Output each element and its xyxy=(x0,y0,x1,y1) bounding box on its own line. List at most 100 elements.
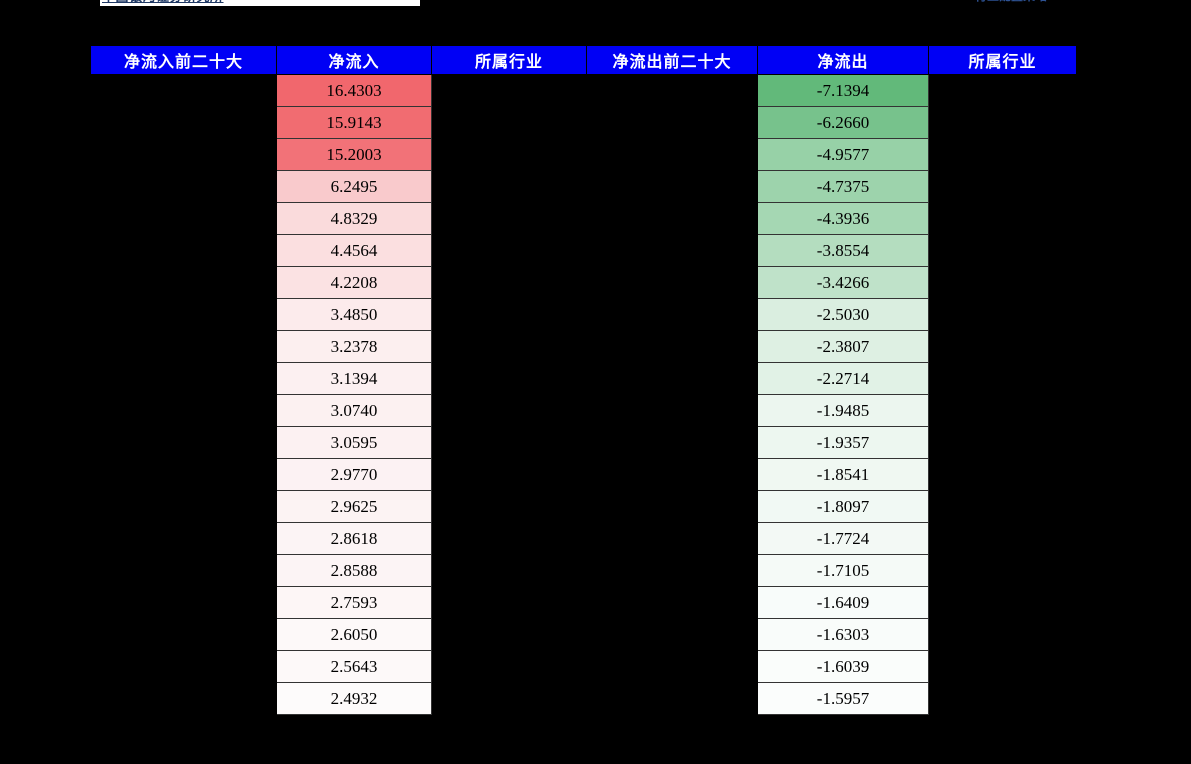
cell-outflow-name xyxy=(586,682,758,715)
cell-inflow-name xyxy=(90,682,277,715)
column-header-outflow-industry: 所属行业 xyxy=(928,45,1077,75)
cell-outflow-name xyxy=(586,458,758,491)
cell-inflow-industry xyxy=(431,362,587,395)
cell-inflow-industry xyxy=(431,394,587,427)
cell-inflow-industry xyxy=(431,490,587,523)
table-row: 2.9625 -1.8097 xyxy=(90,490,1077,523)
cell-inflow-value: 2.8618 xyxy=(276,522,432,555)
cell-outflow-industry xyxy=(928,586,1077,619)
cell-inflow-name xyxy=(90,138,277,171)
cell-outflow-name xyxy=(586,394,758,427)
table-row: 15.9143 -6.2660 xyxy=(90,106,1077,139)
cell-inflow-value: 2.5643 xyxy=(276,650,432,683)
cell-inflow-name xyxy=(90,394,277,427)
cell-outflow-industry xyxy=(928,266,1077,299)
cell-outflow-industry xyxy=(928,650,1077,683)
cell-inflow-industry xyxy=(431,522,587,555)
table-row: 4.4564 -3.8554 xyxy=(90,234,1077,267)
table-row: 2.7593 -1.6409 xyxy=(90,586,1077,619)
cell-outflow-value: -1.6303 xyxy=(757,618,929,651)
column-header-inflow-name: 净流入前二十大 xyxy=(90,45,277,75)
cell-inflow-name xyxy=(90,106,277,139)
cell-inflow-industry xyxy=(431,202,587,235)
cell-outflow-value: -1.5957 xyxy=(757,682,929,715)
cell-inflow-value: 3.1394 xyxy=(276,362,432,395)
cell-inflow-industry xyxy=(431,426,587,459)
cell-inflow-value: 4.4564 xyxy=(276,234,432,267)
cell-inflow-name xyxy=(90,74,277,107)
table-row: 2.9770 -1.8541 xyxy=(90,458,1077,491)
cell-outflow-industry xyxy=(928,234,1077,267)
table-row: 6.2495 -4.7375 xyxy=(90,170,1077,203)
cell-outflow-value: -3.8554 xyxy=(757,234,929,267)
cell-inflow-name xyxy=(90,426,277,459)
cell-inflow-industry xyxy=(431,618,587,651)
table-row: 2.4932 -1.5957 xyxy=(90,682,1077,715)
cut-off-top-banner: 中国银河证券研究所 行业配置策略 xyxy=(0,0,1191,6)
cell-inflow-value: 2.9625 xyxy=(276,490,432,523)
cell-outflow-value: -4.9577 xyxy=(757,138,929,171)
table-row: 2.5643 -1.6039 xyxy=(90,650,1077,683)
cell-outflow-value: -1.9485 xyxy=(757,394,929,427)
cell-inflow-name xyxy=(90,234,277,267)
cell-outflow-name xyxy=(586,234,758,267)
cell-inflow-industry xyxy=(431,330,587,363)
cell-outflow-industry xyxy=(928,330,1077,363)
cell-inflow-name xyxy=(90,650,277,683)
cell-outflow-name xyxy=(586,266,758,299)
table-row: 2.6050 -1.6303 xyxy=(90,618,1077,651)
cell-outflow-value: -2.5030 xyxy=(757,298,929,331)
report-title-text: 中国银河证券研究所 xyxy=(100,0,420,5)
cell-outflow-industry xyxy=(928,554,1077,587)
table-row: 3.2378 -2.3807 xyxy=(90,330,1077,363)
cell-inflow-name xyxy=(90,266,277,299)
cell-outflow-industry xyxy=(928,490,1077,523)
cell-inflow-value: 3.4850 xyxy=(276,298,432,331)
cell-outflow-name xyxy=(586,298,758,331)
cell-outflow-value: -1.6039 xyxy=(757,650,929,683)
report-subtitle-fragment: 行业配置策略 xyxy=(975,0,1125,5)
cell-outflow-name xyxy=(586,426,758,459)
cell-outflow-name xyxy=(586,650,758,683)
cell-inflow-value: 15.9143 xyxy=(276,106,432,139)
column-header-outflow-value: 净流出 xyxy=(757,45,929,75)
column-header-inflow-value: 净流入 xyxy=(276,45,432,75)
cell-inflow-value: 3.2378 xyxy=(276,330,432,363)
table-row: 15.2003 -4.9577 xyxy=(90,138,1077,171)
cell-outflow-value: -1.8097 xyxy=(757,490,929,523)
cell-outflow-name xyxy=(586,202,758,235)
cell-outflow-name xyxy=(586,618,758,651)
table-body: 16.4303 -7.1394 15.9143 -6.2660 15.2003 … xyxy=(90,74,1077,715)
cell-inflow-name xyxy=(90,586,277,619)
cell-outflow-name xyxy=(586,522,758,555)
cell-outflow-value: -1.7105 xyxy=(757,554,929,587)
cell-outflow-industry xyxy=(928,170,1077,203)
cell-inflow-industry xyxy=(431,458,587,491)
cell-inflow-value: 4.8329 xyxy=(276,202,432,235)
cell-outflow-value: -2.2714 xyxy=(757,362,929,395)
cell-outflow-industry xyxy=(928,298,1077,331)
cell-outflow-value: -1.8541 xyxy=(757,458,929,491)
column-header-outflow-name: 净流出前二十大 xyxy=(586,45,758,75)
cell-inflow-value: 6.2495 xyxy=(276,170,432,203)
cell-inflow-value: 2.8588 xyxy=(276,554,432,587)
cell-inflow-industry xyxy=(431,298,587,331)
cell-outflow-value: -4.3936 xyxy=(757,202,929,235)
table-row: 4.8329 -4.3936 xyxy=(90,202,1077,235)
header-row: 净流入前二十大 净流入 所属行业 净流出前二十大 净流出 所属行业 xyxy=(90,45,1077,75)
cell-inflow-name xyxy=(90,490,277,523)
cell-inflow-name xyxy=(90,202,277,235)
cell-outflow-industry xyxy=(928,426,1077,459)
table-row: 3.4850 -2.5030 xyxy=(90,298,1077,331)
table-row: 4.2208 -3.4266 xyxy=(90,266,1077,299)
cell-outflow-value: -1.9357 xyxy=(757,426,929,459)
table-row: 2.8618 -1.7724 xyxy=(90,522,1077,555)
cell-outflow-industry xyxy=(928,362,1077,395)
cell-outflow-industry xyxy=(928,522,1077,555)
cell-inflow-industry xyxy=(431,682,587,715)
cell-outflow-industry xyxy=(928,202,1077,235)
cell-inflow-industry xyxy=(431,586,587,619)
table-row: 3.1394 -2.2714 xyxy=(90,362,1077,395)
cell-inflow-value: 2.7593 xyxy=(276,586,432,619)
cell-outflow-value: -3.4266 xyxy=(757,266,929,299)
